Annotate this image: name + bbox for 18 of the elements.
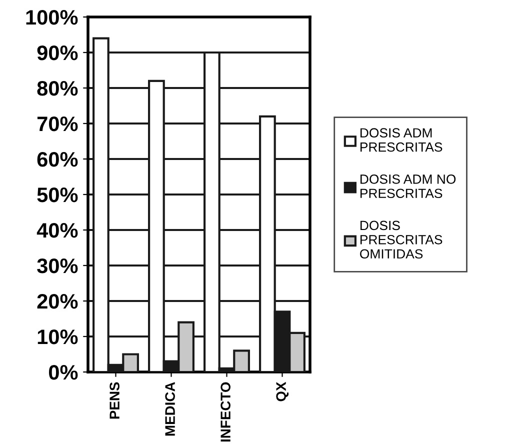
y-tick-label: 30% [37,258,78,274]
y-tick-label: 0% [48,365,78,380]
y-tick-label: 60% [37,152,78,167]
legend-label: DOSIS PRESCRITAS OMITIDAS [360,220,442,259]
y-tick-label: 90% [37,46,78,60]
y-tick-label: 10% [38,330,78,344]
y-tick-label: 40% [36,223,78,238]
y-tick-label: 100% [26,10,78,25]
x-tick-label: INFECTO [220,382,230,442]
y-tick-label: 50% [37,188,78,202]
legend-label: DOSIS ADM NO PRESCRITAS [360,174,456,198]
x-tick-label: MEDICA [165,382,175,436]
y-tick-label: 80% [37,81,78,96]
legend-label: DOSIS ADM PRESCRITAS [360,128,442,152]
y-tick-label: 70% [37,116,78,132]
x-tick-label: PENS [110,382,120,419]
y-tick-label: 20% [37,294,78,309]
x-tick-label: QX [276,382,289,402]
